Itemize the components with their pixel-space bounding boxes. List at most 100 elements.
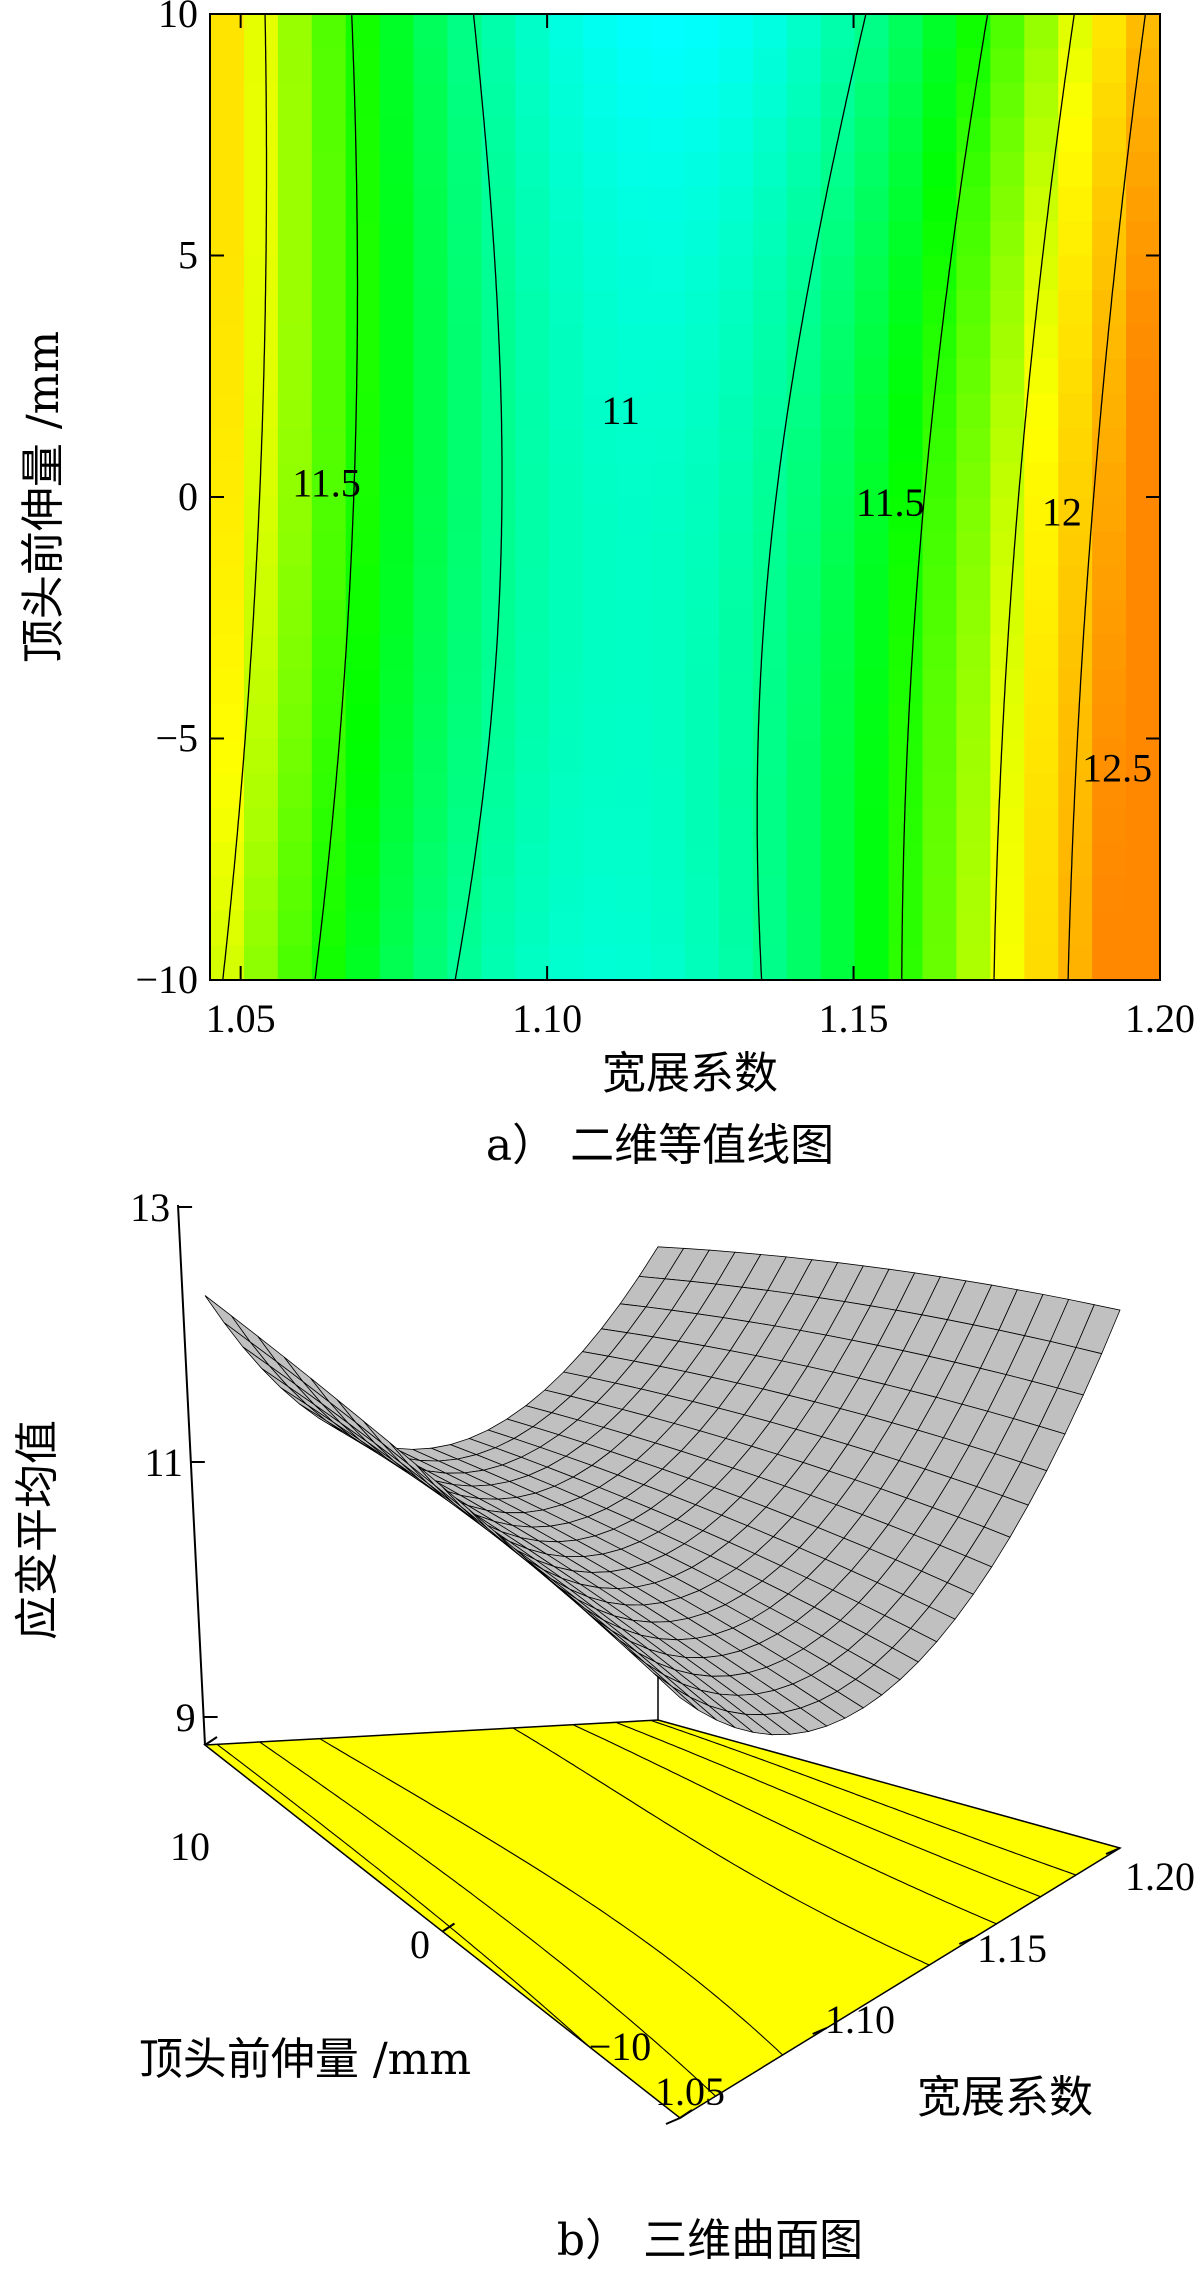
heatmap-cell bbox=[888, 497, 924, 533]
heatmap-cell bbox=[820, 186, 856, 222]
heatmap-cell bbox=[447, 393, 483, 429]
heatmap-cell bbox=[210, 876, 245, 912]
heatmap-cell bbox=[1058, 842, 1093, 878]
heatmap-cell bbox=[888, 117, 924, 153]
heatmap-cell bbox=[549, 911, 584, 947]
heatmap-cell bbox=[685, 635, 720, 671]
heatmap-cell bbox=[718, 393, 754, 429]
heatmap-cell bbox=[311, 83, 347, 119]
heatmap-cell bbox=[1024, 704, 1059, 740]
heatmap-cell bbox=[922, 600, 958, 636]
heatmap-cell bbox=[515, 807, 550, 843]
heatmap-cell bbox=[481, 255, 516, 291]
heatmap-cell bbox=[786, 911, 822, 947]
heatmap-cell bbox=[786, 876, 822, 912]
heatmap-cell bbox=[549, 842, 584, 878]
y-tick-label: −10 bbox=[135, 957, 198, 1002]
heatmap-cell bbox=[651, 497, 686, 533]
heatmap-cell bbox=[413, 48, 449, 84]
heatmap-cell bbox=[481, 945, 516, 981]
heatmap-cell bbox=[447, 48, 483, 84]
heatmap-cell bbox=[685, 393, 720, 429]
heatmap-cell bbox=[820, 462, 856, 498]
heatmap-cell bbox=[685, 531, 720, 567]
heatmap-cell bbox=[583, 255, 618, 291]
heatmap-cell bbox=[651, 738, 686, 774]
heatmap-cell bbox=[1092, 738, 1127, 774]
heatmap-cell bbox=[956, 393, 991, 429]
heatmap-cell bbox=[651, 635, 686, 671]
heatmap-cell bbox=[413, 324, 449, 360]
heatmap-cell bbox=[1024, 462, 1059, 498]
heatmap-cell bbox=[1092, 221, 1127, 257]
heatmap-cell bbox=[1024, 842, 1059, 878]
heatmap-cell bbox=[1024, 83, 1059, 119]
heatmap-cell bbox=[685, 876, 720, 912]
heatmap-cell bbox=[685, 255, 720, 291]
heatmap-cell bbox=[549, 290, 584, 326]
y-axis-label: 顶头前伸量 /mm bbox=[18, 331, 69, 663]
heatmap-cell bbox=[583, 566, 618, 602]
heatmap-cell bbox=[447, 669, 483, 705]
heatmap-cell bbox=[854, 600, 890, 636]
heatmap-cell bbox=[379, 221, 415, 257]
heatmap-cell bbox=[379, 462, 415, 498]
heatmap-cell bbox=[1126, 842, 1161, 878]
heatmap-cell bbox=[786, 635, 822, 671]
heatmap-cell bbox=[922, 497, 958, 533]
caption-b: b） 三维曲面图 bbox=[557, 2215, 863, 2266]
heatmap-cell bbox=[854, 255, 890, 291]
heatmap-cell bbox=[854, 324, 890, 360]
heatmap-cell bbox=[752, 83, 788, 119]
heatmap-cell bbox=[956, 704, 991, 740]
heatmap-cell bbox=[718, 117, 754, 153]
heatmap-cell bbox=[1126, 876, 1161, 912]
heatmap-cell bbox=[820, 600, 856, 636]
heatmap-cell bbox=[1024, 773, 1059, 809]
heatmap-cell bbox=[210, 393, 245, 429]
heatmap-cell bbox=[1092, 117, 1127, 153]
heatmap-cell bbox=[820, 497, 856, 533]
heatmap-cell bbox=[888, 428, 924, 464]
heatmap-cell bbox=[243, 359, 279, 395]
heatmap-cell bbox=[515, 635, 550, 671]
heatmap-cell bbox=[990, 221, 1025, 257]
heatmap-cells bbox=[210, 14, 1161, 981]
heatmap-cell bbox=[413, 83, 449, 119]
z-tick-label: 11 bbox=[144, 1440, 183, 1485]
heatmap-cell bbox=[1126, 497, 1161, 533]
heatmap-cell bbox=[752, 359, 788, 395]
heatmap-cell bbox=[210, 117, 245, 153]
heatmap-cell bbox=[752, 462, 788, 498]
y-ticks: 10 5 0 −5 −10 bbox=[135, 0, 1160, 1002]
heatmap-cell bbox=[718, 255, 754, 291]
heatmap-cell bbox=[345, 255, 381, 291]
heatmap-cell bbox=[888, 462, 924, 498]
heatmap-cell bbox=[718, 876, 754, 912]
heatmap-cell bbox=[752, 14, 788, 50]
heatmap-cell bbox=[1058, 497, 1093, 533]
y-tick-mark-3d bbox=[441, 1922, 456, 1933]
heatmap-cell bbox=[515, 152, 550, 188]
heatmap-cell bbox=[1058, 704, 1093, 740]
heatmap-cell bbox=[617, 531, 652, 567]
heatmap-cell bbox=[277, 324, 313, 360]
heatmap-cell bbox=[718, 48, 754, 84]
heatmap-cell bbox=[583, 83, 618, 119]
surface-chart: 13 11 9 1.05 1.10 1.15 1.20 10 0 −10 应变平均值 顶头前伸… bbox=[12, 1185, 1195, 2266]
heatmap-cell bbox=[651, 48, 686, 84]
heatmap-cell bbox=[413, 566, 449, 602]
heatmap-cell bbox=[1126, 48, 1161, 84]
heatmap-cell bbox=[583, 152, 618, 188]
heatmap-cell bbox=[481, 704, 516, 740]
contour-labels: 11 11.5 11.5 12 12.5 bbox=[292, 388, 1152, 790]
heatmap-cell bbox=[413, 807, 449, 843]
heatmap-cell bbox=[922, 48, 958, 84]
heatmap-cell bbox=[447, 635, 483, 671]
heatmap-cell bbox=[820, 773, 856, 809]
heatmap-cell bbox=[1058, 807, 1093, 843]
heatmap-cell bbox=[243, 600, 279, 636]
heatmap-cell bbox=[651, 255, 686, 291]
heatmap-cell bbox=[1058, 428, 1093, 464]
heatmap-cell bbox=[820, 566, 856, 602]
